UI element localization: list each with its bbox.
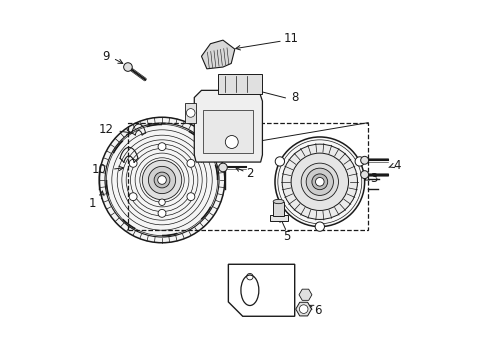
Text: 11: 11 [283,32,298,45]
Bar [128,123,367,230]
Polygon shape [201,40,234,69]
Text: 3: 3 [370,172,377,185]
Circle shape [159,199,165,206]
Text: 8: 8 [290,91,298,104]
Circle shape [282,144,357,220]
Circle shape [290,153,348,211]
Polygon shape [194,90,262,162]
Text: 4: 4 [392,159,400,172]
Circle shape [354,157,364,166]
Circle shape [129,159,137,167]
Polygon shape [228,264,294,316]
Circle shape [158,176,166,184]
Circle shape [148,166,175,194]
Circle shape [311,174,327,190]
Text: 2: 2 [245,167,253,180]
Text: 1: 1 [88,197,96,210]
Circle shape [360,171,368,179]
Circle shape [154,172,169,188]
Bar [203,110,253,153]
Text: 5: 5 [283,230,290,243]
Circle shape [186,193,194,201]
Text: 10: 10 [92,163,106,176]
Text: 6: 6 [314,305,321,318]
Text: 12: 12 [99,123,114,136]
Bar [269,215,287,221]
Circle shape [274,137,364,226]
Circle shape [218,163,227,172]
Circle shape [305,168,333,195]
Circle shape [123,63,132,71]
Circle shape [99,117,224,243]
Ellipse shape [273,199,284,204]
Circle shape [301,163,338,201]
Circle shape [186,109,195,117]
Circle shape [158,143,165,150]
Circle shape [129,193,137,201]
Circle shape [142,160,182,200]
Circle shape [299,305,307,314]
Circle shape [158,210,165,217]
Circle shape [314,222,324,231]
Circle shape [225,135,238,148]
Circle shape [186,159,194,167]
Text: 9: 9 [102,50,110,63]
Text: 7: 7 [282,290,289,303]
Circle shape [275,157,284,166]
Circle shape [315,177,324,186]
Circle shape [360,156,368,164]
Bar [185,103,196,123]
Bar [273,202,284,216]
Bar [218,74,262,94]
